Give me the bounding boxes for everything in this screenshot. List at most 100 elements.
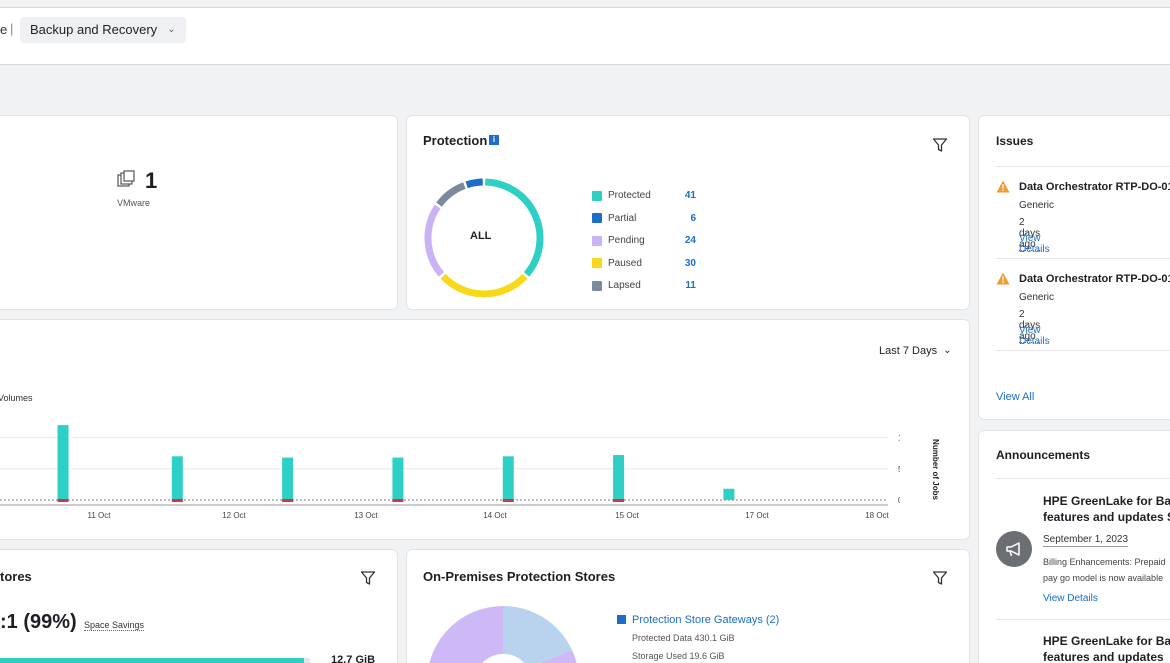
protection-donut[interactable] xyxy=(423,177,545,299)
legend-label: Paused xyxy=(608,257,642,269)
legend-value: 11 xyxy=(685,280,696,291)
issue-view-details-link[interactable]: View Details xyxy=(1019,325,1050,347)
protection-card xyxy=(406,115,970,310)
announcements-title: Announcements xyxy=(996,448,1091,462)
x-tick-label: 12 Oct xyxy=(222,511,246,520)
bar-failed xyxy=(171,499,183,502)
legend-item-lapsed[interactable]: Lapsed 11 xyxy=(592,280,696,291)
legend-item-paused[interactable]: Paused 30 xyxy=(592,258,696,269)
stores-card xyxy=(0,549,398,663)
top-bar: e | Backup and Recovery ⌄ xyxy=(0,7,1170,65)
chevron-down-icon: ⌄ xyxy=(943,345,952,356)
stores-title: tores xyxy=(0,569,32,584)
series-label: Volumes xyxy=(0,393,33,403)
space-savings-label[interactable]: Space Savings xyxy=(84,620,145,631)
legend-item-protected[interactable]: Protected 41 xyxy=(592,190,696,201)
info-icon[interactable]: i xyxy=(489,135,499,145)
range-label: Last 7 Days xyxy=(879,345,938,357)
bar-success xyxy=(57,425,69,500)
issue-time: 2 days ago xyxy=(1019,309,1041,343)
issue-subtitle: Generic xyxy=(1019,200,1055,211)
bar-success xyxy=(282,457,294,500)
bar-failed xyxy=(57,499,69,502)
issue-title: Data Orchestrator RTP-DO-01 xyxy=(1019,273,1170,285)
legend-item-partial[interactable]: Partial 6 xyxy=(592,213,696,224)
protection-title: Protection xyxy=(423,133,488,148)
protected-data: Protected Data 430.1 GiB xyxy=(632,633,735,643)
legend-value: 6 xyxy=(690,212,696,224)
bar-success xyxy=(502,456,514,500)
donut-slice-pending xyxy=(424,204,445,277)
bar-success xyxy=(171,456,183,500)
x-tick-label: 11 Oct xyxy=(88,511,112,520)
range-dropdown[interactable]: Last 7 Days ⌄ xyxy=(879,345,951,357)
legend-swatch xyxy=(592,258,602,268)
warning-icon xyxy=(996,272,1010,285)
vm-card: 1 VMware xyxy=(0,115,398,310)
bar-failed xyxy=(392,499,404,502)
vm-stack-icon xyxy=(117,170,135,187)
issue-subtitle: Generic xyxy=(1019,292,1055,303)
legend-swatch xyxy=(592,235,602,246)
legend-swatch xyxy=(617,615,626,624)
issue-view-details-link[interactable]: View Details xyxy=(1019,233,1050,255)
legend-swatch xyxy=(592,280,602,291)
breadcrumb-previous[interactable]: e xyxy=(0,22,8,37)
donut-slice-paused xyxy=(440,273,528,298)
x-tick-label: 15 Oct xyxy=(615,511,639,520)
warning-icon xyxy=(996,180,1010,193)
gateways-legend-link[interactable]: Protection Store Gateways (2) xyxy=(632,614,780,626)
filter-icon[interactable] xyxy=(932,570,948,586)
breadcrumb-current-dropdown[interactable]: Backup and Recovery ⌄ xyxy=(20,17,186,43)
x-tick-label: 13 Oct xyxy=(354,511,378,520)
issues-card xyxy=(978,115,1170,420)
announcement-title-line2[interactable]: features and updates xyxy=(1043,650,1164,663)
usage-value: 12.7 GiB xyxy=(331,654,376,663)
bar-success xyxy=(723,488,735,500)
donut-slice-protected xyxy=(485,178,544,277)
bar-failed xyxy=(282,499,294,502)
donut-slice-lapsed xyxy=(436,182,466,207)
announcement-date: September 1, 2023 xyxy=(1043,534,1129,547)
issue-time: 2 days ago xyxy=(1019,217,1041,251)
bar-failed xyxy=(613,499,625,502)
issues-view-all-link[interactable]: View All xyxy=(996,391,1035,403)
donut-center-label: ALL xyxy=(470,230,492,242)
donut-slice-partial xyxy=(465,178,483,189)
legend-label: Pending xyxy=(608,235,645,246)
legend-value: 30 xyxy=(684,257,696,269)
legend-swatch xyxy=(592,190,602,201)
jobs-chart-card xyxy=(0,319,970,540)
announcement-body-line2: pay go model is now available xyxy=(1043,573,1164,583)
onprem-title: On-Premises Protection Stores xyxy=(423,569,616,584)
breadcrumb-current-label: Backup and Recovery xyxy=(30,22,158,37)
x-tick-label: 18 Oct xyxy=(865,511,889,520)
legend-label: Lapsed xyxy=(608,280,641,291)
storage-used: Storage Used 19.6 GiB xyxy=(632,651,725,661)
announcement-title-line1[interactable]: HPE GreenLake for Ba xyxy=(1043,494,1170,508)
usage-bar xyxy=(0,658,310,663)
bar-success xyxy=(392,457,404,500)
x-tick-label: 14 Oct xyxy=(483,511,507,520)
announcement-body-line1: Billing Enhancements: Prepaid xyxy=(1043,557,1166,567)
legend-label: Protected xyxy=(608,190,651,201)
legend-label: Partial xyxy=(608,212,637,224)
announcement-view-details-link[interactable]: View Details xyxy=(1043,593,1098,604)
usage-bar-fill xyxy=(0,658,304,663)
legend-value: 24 xyxy=(684,235,696,246)
megaphone-icon xyxy=(996,531,1032,567)
vm-label: VMware xyxy=(117,198,151,208)
bar-success xyxy=(613,455,625,500)
y-tick-label: 100 xyxy=(898,434,900,443)
legend-swatch xyxy=(592,213,602,223)
legend-item-pending[interactable]: Pending 24 xyxy=(592,235,696,246)
y-tick-label: 0 xyxy=(898,496,900,505)
onprem-donut[interactable] xyxy=(427,606,579,663)
issues-title: Issues xyxy=(996,134,1034,148)
filter-icon[interactable] xyxy=(932,137,948,153)
y-tick-label: 50 xyxy=(898,465,900,474)
announcement-title-line2[interactable]: features and updates S xyxy=(1043,510,1170,524)
announcement-title-line1[interactable]: HPE GreenLake for Ba xyxy=(1043,634,1170,648)
filter-icon[interactable] xyxy=(360,570,376,586)
right-axis-label: Number of Jobs xyxy=(930,439,940,500)
